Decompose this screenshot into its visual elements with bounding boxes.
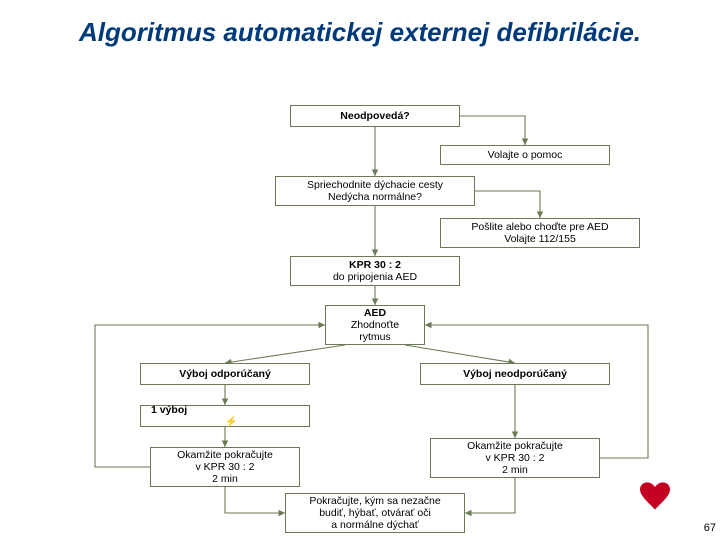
flow-node-n1: Neodpovedá? — [290, 105, 460, 127]
flow-node-n7: Výboj odporúčaný — [140, 363, 310, 385]
title-text: Algoritmus automatickej externej defibri… — [79, 17, 641, 47]
page-number: 67 — [704, 522, 716, 534]
heart-icon — [640, 482, 670, 515]
flow-node-n4: Pošlite alebo choďte pre AEDVolajte 112/… — [440, 218, 640, 248]
flow-node-n10: Okamžite pokračujtev KPR 30 : 22 min — [150, 447, 300, 487]
flow-node-n9: 1 výboj ⚡ — [140, 405, 310, 427]
flow-node-n2: Volajte o pomoc — [440, 145, 610, 165]
flow-node-n12: Pokračujte, kým sa nezačnebudiť, hýbať, … — [285, 493, 465, 533]
flow-node-n8: Výboj neodporúčaný — [420, 363, 610, 385]
flow-node-n5: KPR 30 : 2do pripojenia AED — [290, 256, 460, 286]
flow-node-n11: Okamžite pokračujtev KPR 30 : 22 min — [430, 438, 600, 478]
flow-node-n6: AEDZhodnoťterytmus — [325, 305, 425, 345]
page-title: Algoritmus automatickej externej defibri… — [0, 18, 720, 48]
flow-node-n3: Spriechodnite dýchacie cestyNedýcha norm… — [275, 176, 475, 206]
